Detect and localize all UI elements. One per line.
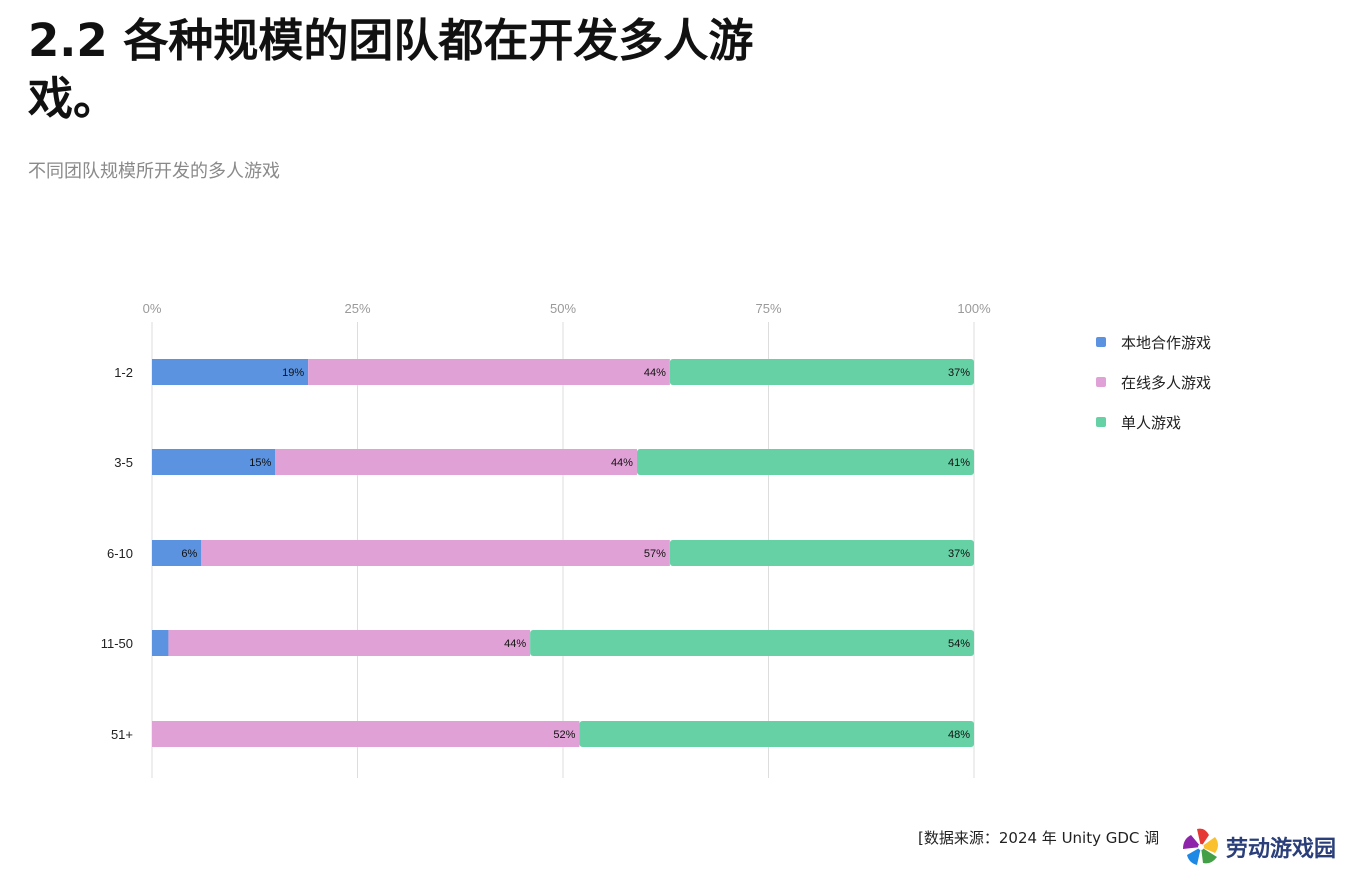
data-label: 41% [948, 457, 970, 469]
bar-segment [168, 630, 531, 656]
bar-segment [201, 540, 670, 566]
data-label: 52% [553, 729, 575, 741]
bar-segment [275, 449, 637, 475]
legend-swatch [1096, 417, 1106, 427]
pinwheel-logo-icon [1183, 828, 1218, 865]
data-label: 57% [644, 548, 666, 560]
chart-subtitle: 不同团队规模所开发的多人游戏 [28, 161, 280, 182]
bar-segment [308, 359, 670, 385]
x-tick-label: 100% [957, 301, 991, 316]
bar-segment [152, 359, 309, 385]
x-tick-label: 50% [550, 301, 576, 316]
data-label: 44% [611, 457, 633, 469]
watermark: 劳动游戏园 [1168, 818, 1361, 875]
legend-label: 本地合作游戏 [1121, 333, 1212, 352]
bar-segment [669, 540, 974, 566]
data-source-note: [数据来源：2024 年 Unity GDC 调 [918, 829, 1160, 847]
bar-segment [579, 721, 974, 747]
data-label: 19% [282, 367, 304, 379]
legend-label: 在线多人游戏 [1121, 373, 1212, 392]
y-category-label: 3-5 [114, 455, 133, 470]
bar-segment [152, 449, 276, 475]
chart-legend: 本地合作游戏 在线多人游戏 单人游戏 [1096, 322, 1211, 442]
bar-segment [636, 449, 974, 475]
bar-segment [152, 540, 202, 566]
legend-item: 在线多人游戏 [1096, 362, 1211, 402]
data-label: 37% [948, 367, 970, 379]
x-tick-label: 0% [143, 301, 162, 316]
data-label: 6% [181, 548, 197, 560]
legend-label: 单人游戏 [1121, 413, 1182, 432]
bar-segment [530, 630, 974, 656]
data-label: 15% [249, 457, 271, 469]
bar-segment [669, 359, 974, 385]
data-label: 37% [948, 548, 970, 560]
legend-item: 单人游戏 [1096, 402, 1211, 442]
x-tick-label: 75% [755, 301, 781, 316]
data-label: 54% [948, 638, 970, 650]
legend-item: 本地合作游戏 [1096, 322, 1211, 362]
watermark-text: 劳动游戏园 [1226, 835, 1337, 862]
y-category-label: 6-10 [107, 546, 133, 561]
bar-segment [152, 721, 580, 747]
data-label: 44% [504, 638, 526, 650]
data-label: 48% [948, 729, 970, 741]
page-title: 2.2 各种规模的团队都在开发多人游戏。 [28, 14, 754, 125]
legend-swatch [1096, 377, 1106, 387]
bar-segment [152, 630, 169, 656]
y-category-label: 51+ [111, 727, 133, 742]
y-category-label: 1-2 [114, 365, 133, 380]
data-label: 44% [644, 367, 666, 379]
legend-swatch [1096, 337, 1106, 347]
y-category-label: 11-50 [101, 636, 133, 651]
x-tick-label: 25% [344, 301, 370, 316]
